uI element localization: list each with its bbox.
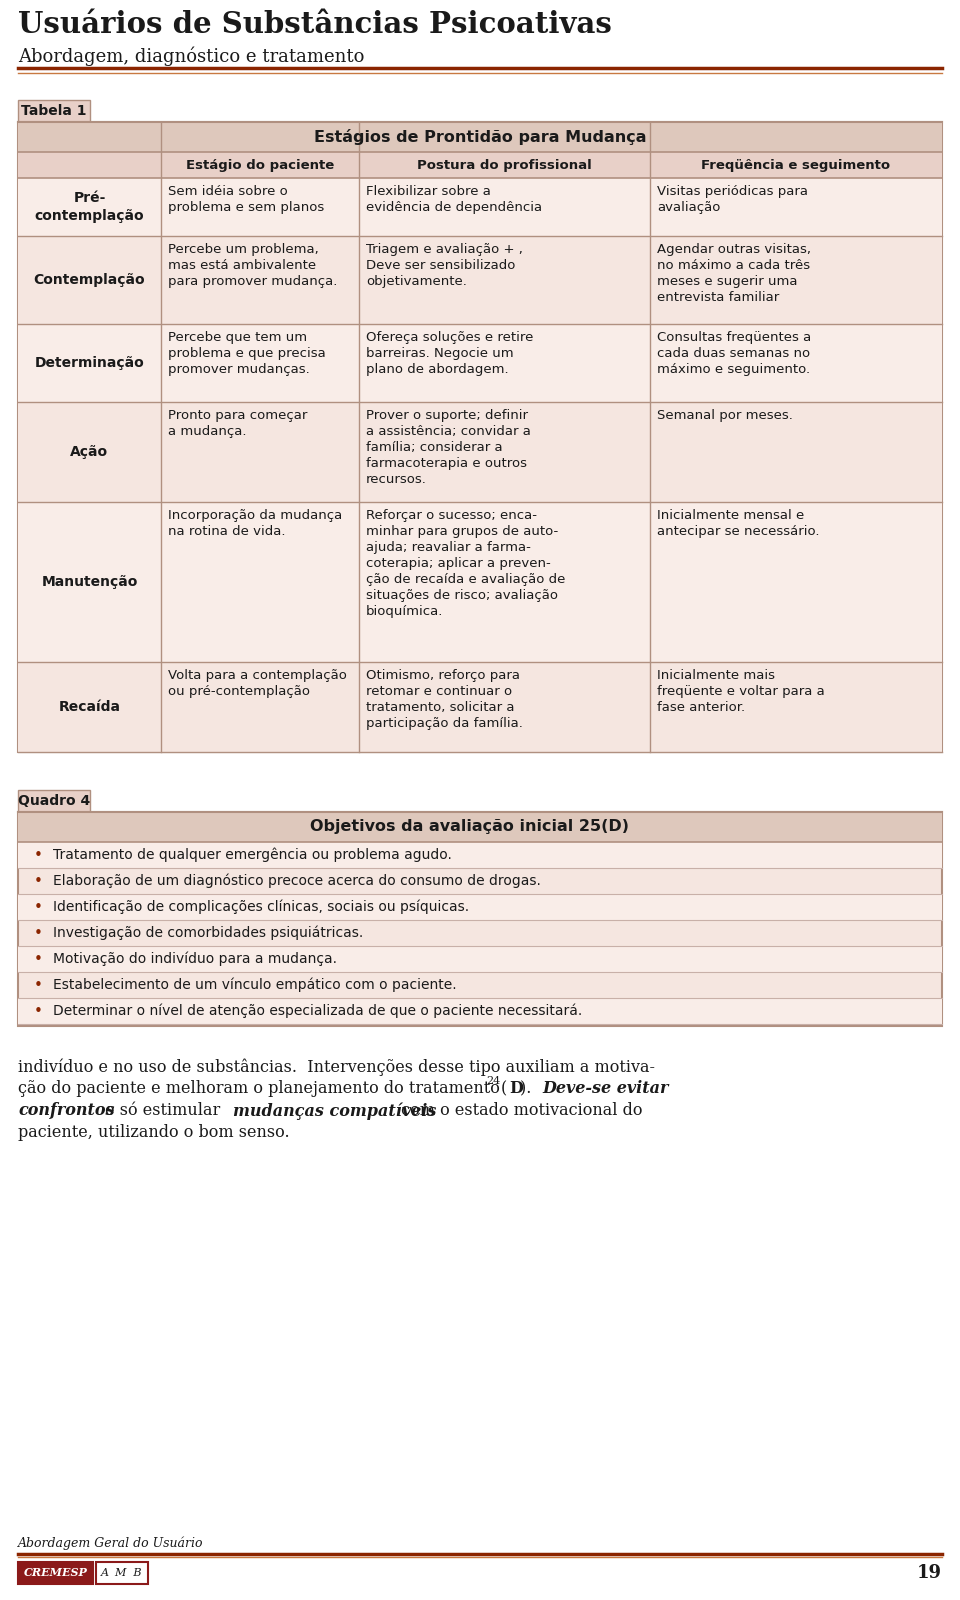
Bar [18, 998, 942, 1024]
Text: Tabela 1: Tabela 1 [21, 104, 86, 118]
Bar [18, 99, 90, 122]
Bar [18, 122, 942, 752]
Text: CREMESP: CREMESP [24, 1568, 87, 1579]
Text: •: • [34, 1003, 42, 1019]
Text: Inicialmente mensal e
antecipar se necessário.: Inicialmente mensal e antecipar se neces… [657, 509, 820, 538]
Text: confrontos: confrontos [18, 1102, 114, 1118]
Bar [18, 235, 942, 323]
Text: Estabelecimento de um vínculo empático com o paciente.: Estabelecimento de um vínculo empático c… [53, 978, 457, 992]
Text: Semanal por meses.: Semanal por meses. [657, 410, 793, 422]
Text: Otimismo, reforço para
retomar e continuar o
tratamento, solicitar a
participaçã: Otimismo, reforço para retomar e continu… [366, 669, 523, 730]
Bar [18, 790, 90, 813]
Text: Abordagem Geral do Usuário: Abordagem Geral do Usuário [18, 1536, 204, 1549]
Text: Freqüência e seguimento: Freqüência e seguimento [702, 158, 891, 171]
Text: Investigação de comorbidades psiquiátricas.: Investigação de comorbidades psiquiátric… [53, 926, 363, 941]
Text: Ação: Ação [70, 445, 108, 459]
Text: •: • [34, 978, 42, 992]
Text: Estágios de Prontidão para Mudança: Estágios de Prontidão para Mudança [314, 130, 646, 146]
Text: A  M  B: A M B [101, 1568, 143, 1578]
Text: Estágio do paciente: Estágio do paciente [186, 158, 334, 171]
Bar [18, 402, 942, 502]
Text: Ofereça soluções e retire
barreiras. Negocie um
plano de abordagem.: Ofereça soluções e retire barreiras. Neg… [366, 331, 534, 376]
Text: •: • [34, 848, 42, 862]
Text: Pronto para começar
a mudança.: Pronto para começar a mudança. [168, 410, 307, 438]
Text: Motivação do indivíduo para a mudança.: Motivação do indivíduo para a mudança. [53, 952, 337, 966]
Text: Identificação de complicações clínicas, sociais ou psíquicas.: Identificação de complicações clínicas, … [53, 899, 469, 914]
Text: D: D [509, 1080, 523, 1098]
Bar [18, 1562, 93, 1584]
Text: Inicialmente mais
freqüente e voltar para a
fase anterior.: Inicialmente mais freqüente e voltar par… [657, 669, 825, 714]
Text: Determinação: Determinação [35, 357, 144, 370]
Bar [18, 894, 942, 920]
Text: Reforçar o sucesso; enca-
minhar para grupos de auto-
ajuda; reavaliar a farma-
: Reforçar o sucesso; enca- minhar para gr… [366, 509, 565, 618]
Bar [18, 502, 942, 662]
Text: Deve-se evitar: Deve-se evitar [542, 1080, 668, 1098]
Bar [18, 178, 942, 235]
Text: 24: 24 [486, 1075, 500, 1086]
Text: •: • [34, 952, 42, 966]
Text: com o estado motivacional do: com o estado motivacional do [396, 1102, 642, 1118]
Text: Elaboração de um diagnóstico precoce acerca do consumo de drogas.: Elaboração de um diagnóstico precoce ace… [53, 874, 540, 888]
Text: Postura do profissional: Postura do profissional [418, 158, 592, 171]
Bar [18, 662, 942, 752]
Bar [96, 1562, 148, 1584]
Text: Pré-
contemplação: Pré- contemplação [35, 192, 144, 222]
Text: 19: 19 [917, 1565, 942, 1582]
Text: Percebe um problema,
mas está ambivalente
para promover mudança.: Percebe um problema, mas está ambivalent… [168, 243, 337, 288]
Text: Visitas periódicas para
avaliação: Visitas periódicas para avaliação [657, 186, 808, 214]
Text: paciente, utilizando o bom senso.: paciente, utilizando o bom senso. [18, 1123, 290, 1141]
Text: Determinar o nível de atenção especializada de que o paciente necessitará.: Determinar o nível de atenção especializ… [53, 1003, 583, 1018]
Text: •: • [34, 925, 42, 941]
Text: Consultas freqüentes a
cada duas semanas no
máximo e seguimento.: Consultas freqüentes a cada duas semanas… [657, 331, 811, 376]
Text: Agendar outras visitas,
no máximo a cada três
meses e sugerir uma
entrevista fam: Agendar outras visitas, no máximo a cada… [657, 243, 811, 304]
Bar [18, 813, 942, 842]
Text: Abordagem, diagnóstico e tratamento: Abordagem, diagnóstico e tratamento [18, 46, 365, 66]
Bar [18, 946, 942, 971]
Bar [18, 323, 942, 402]
Text: Manutenção: Manutenção [41, 574, 137, 589]
Text: (: ( [501, 1080, 507, 1098]
Text: ção do paciente e melhoram o planejamento do tratamento: ção do paciente e melhoram o planejament… [18, 1080, 500, 1098]
Text: indivíduo e no uso de substâncias.  Intervenções desse tipo auxiliam a motiva-: indivíduo e no uso de substâncias. Inter… [18, 1058, 655, 1075]
Text: Contemplação: Contemplação [34, 274, 145, 286]
Text: Objetivos da avaliação inicial 25(D): Objetivos da avaliação inicial 25(D) [310, 819, 630, 835]
Text: Sem idéia sobre o
problema e sem planos: Sem idéia sobre o problema e sem planos [168, 186, 324, 214]
Text: Volta para a contemplação
ou pré-contemplação: Volta para a contemplação ou pré-contemp… [168, 669, 347, 698]
Text: Tratamento de qualquer emergência ou problema agudo.: Tratamento de qualquer emergência ou pro… [53, 848, 452, 862]
Text: e só estimular: e só estimular [100, 1102, 226, 1118]
Bar [18, 813, 942, 1026]
Text: Triagem e avaliação + ,
Deve ser sensibilizado
objetivamente.: Triagem e avaliação + , Deve ser sensibi… [366, 243, 523, 288]
Text: Quadro 4: Quadro 4 [18, 794, 90, 808]
Text: Recaída: Recaída [59, 701, 121, 714]
Text: •: • [34, 874, 42, 888]
Text: Flexibilizar sobre a
evidência de dependência: Flexibilizar sobre a evidência de depend… [366, 186, 542, 214]
Text: Percebe que tem um
problema e que precisa
promover mudanças.: Percebe que tem um problema e que precis… [168, 331, 325, 376]
Bar [18, 842, 942, 867]
Text: mudanças compatíveis: mudanças compatíveis [233, 1102, 437, 1120]
Text: ).: ). [520, 1080, 537, 1098]
Bar [18, 152, 942, 178]
Text: Usuários de Substâncias Psicoativas: Usuários de Substâncias Psicoativas [18, 10, 612, 38]
Text: •: • [34, 899, 42, 915]
Text: Prover o suporte; definir
a assistência; convidar a
família; considerar a
farmac: Prover o suporte; definir a assistência;… [366, 410, 531, 486]
Bar [18, 122, 942, 152]
Text: Incorporação da mudança
na rotina de vida.: Incorporação da mudança na rotina de vid… [168, 509, 343, 538]
